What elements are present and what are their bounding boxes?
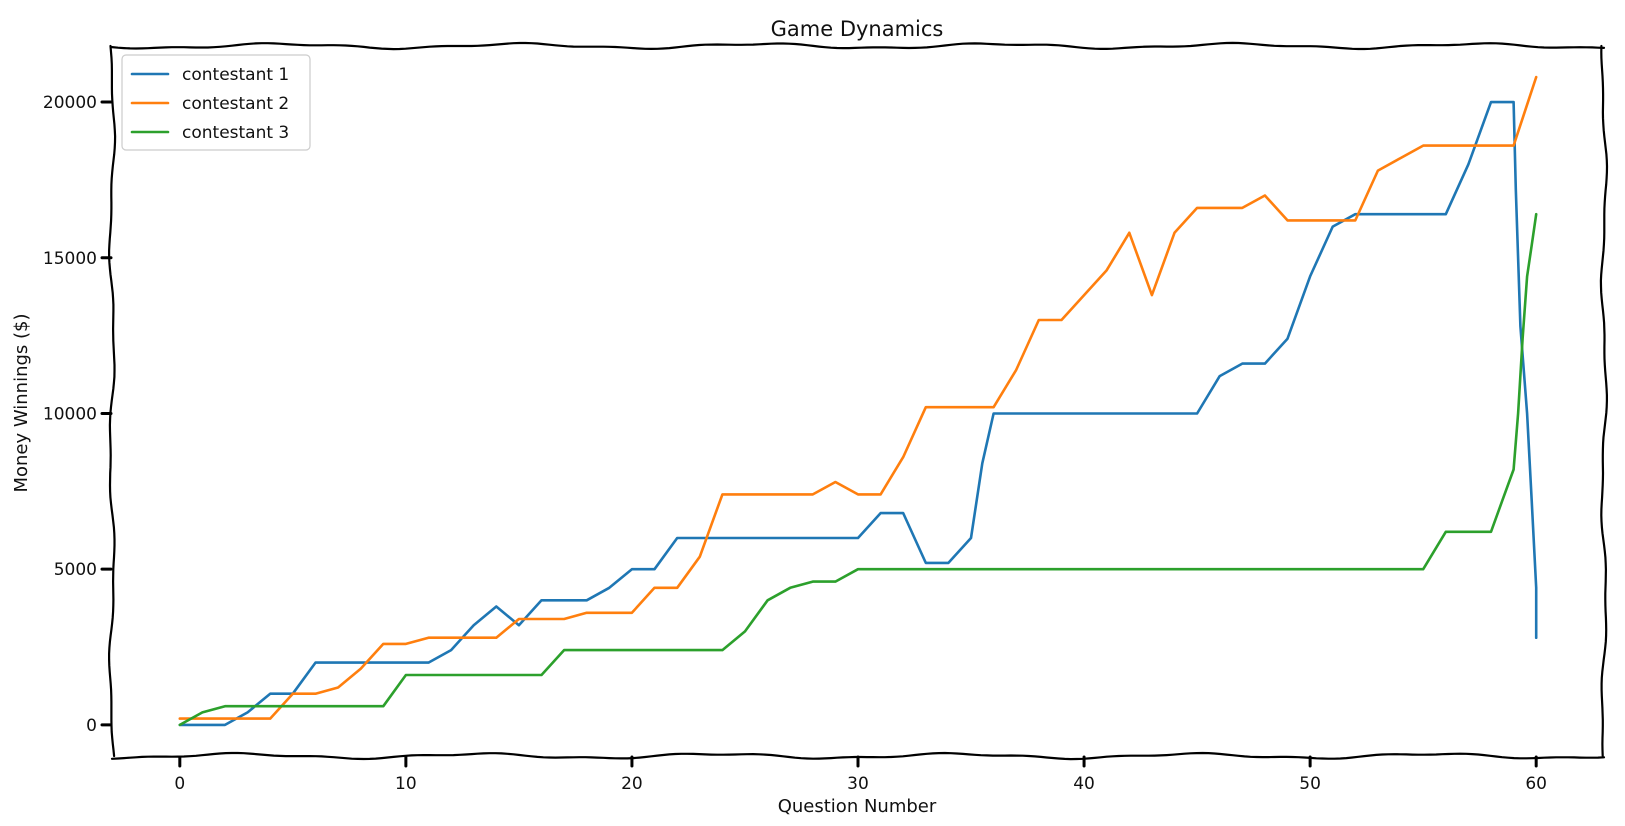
y-tick-label: 5000	[54, 560, 97, 580]
legend-box	[121, 54, 311, 151]
x-tick-label: 10	[395, 774, 417, 794]
y-tick-label: 0	[86, 716, 97, 736]
top-spine	[110, 41, 1606, 51]
y-tick-label: 20000	[43, 93, 97, 113]
x-axis-label: Question Number	[778, 796, 937, 817]
x-tick-label: 0	[174, 774, 185, 794]
right-spine	[1599, 44, 1609, 758]
legend[interactable]: contestant 1 contestant 2 contestant 3	[121, 54, 311, 151]
series-line-contestant-2	[178, 75, 1538, 720]
legend-label[interactable]: contestant 1	[182, 65, 289, 85]
series-line-contestant-3	[178, 212, 1538, 727]
x-tick-label: 30	[847, 774, 869, 794]
series-line-contestant-1	[178, 100, 1538, 727]
series-lines	[178, 75, 1538, 727]
x-tick-label: 60	[1525, 774, 1547, 794]
y-tick-label: 10000	[43, 404, 97, 424]
legend-label[interactable]: contestant 2	[182, 94, 289, 114]
plot-frame	[108, 41, 1609, 761]
y-axis-label: Money Winnings ($)	[11, 313, 32, 492]
y-tick-label: 15000	[43, 249, 97, 269]
left-spine	[108, 44, 117, 758]
x-tick-label: 20	[621, 774, 643, 794]
legend-label[interactable]: contestant 3	[182, 123, 289, 143]
x-tick-label: 40	[1073, 774, 1095, 794]
chart-title: Game Dynamics	[771, 17, 944, 41]
x-tick-label: 50	[1299, 774, 1321, 794]
axis-ticks: 0 10 20 30 40 50 60 0 5000 10000 15000 20000	[43, 93, 1547, 794]
